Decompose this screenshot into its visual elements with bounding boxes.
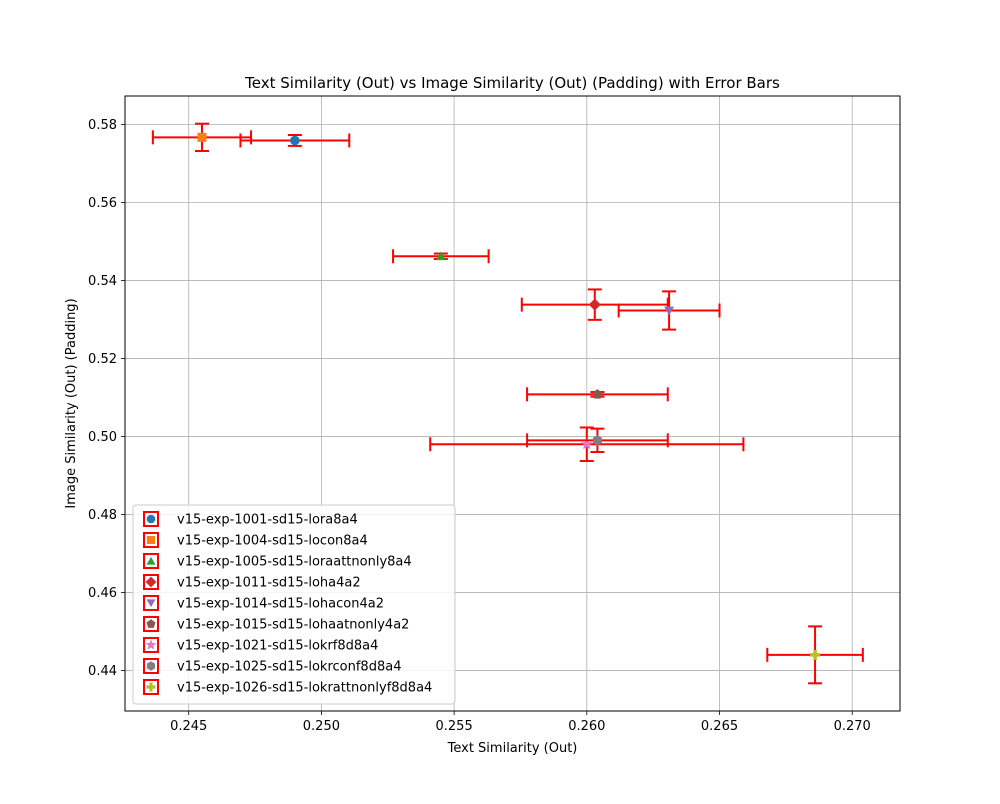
data-point xyxy=(592,435,602,446)
legend-swatch-frame xyxy=(143,532,159,548)
legend-box xyxy=(132,504,456,705)
x-tick-label: 0.255 xyxy=(436,719,473,734)
legend-swatch-frame xyxy=(143,616,159,632)
x-tick-label: 0.265 xyxy=(701,719,738,734)
x-tick-label: 0.260 xyxy=(568,719,605,734)
legend-label: v15-exp-1021-sd15-lokrf8d8a4 xyxy=(177,639,378,654)
x-tick-label: 0.270 xyxy=(834,719,871,734)
y-tick-label: 0.50 xyxy=(88,430,117,445)
series-point-group xyxy=(239,133,351,148)
legend-marker xyxy=(146,619,156,628)
legend-label: v15-exp-1004-sd15-locon8a4 xyxy=(177,534,368,549)
legend-swatch-frame xyxy=(143,658,159,674)
legend-marker xyxy=(146,682,156,692)
legend-marker xyxy=(146,535,156,545)
axis-ticks: 0.245 0.250 0.255 0.260 0.265 0.270 0.44 0.46 0.… xyxy=(88,118,871,734)
legend-marker xyxy=(145,639,157,650)
y-tick-label: 0.52 xyxy=(88,352,117,367)
legend-label: v15-exp-1005-sd15-loraattnonly8a4 xyxy=(177,555,412,570)
series-layer xyxy=(151,122,864,685)
y-tick-label: 0.46 xyxy=(88,586,117,601)
legend-label: v15-exp-1011-sd15-loha4a2 xyxy=(177,576,361,591)
y-tick-label: 0.58 xyxy=(88,118,117,133)
x-tick-label: 0.250 xyxy=(303,719,340,734)
legend-swatch-frame xyxy=(143,595,159,611)
legend-swatch-frame xyxy=(143,679,159,695)
series-point-group xyxy=(392,249,490,264)
series-point-group xyxy=(526,387,669,402)
x-axis-label: Text Similarity (Out) xyxy=(447,741,578,756)
y-tick-label: 0.54 xyxy=(88,274,117,289)
legend-marker xyxy=(145,576,157,588)
y-tick-label: 0.56 xyxy=(88,196,117,211)
y-tick-label: 0.48 xyxy=(88,508,117,523)
legend: v15-exp-1001-sd15-lora8a4 v15-exp-1004-sd… xyxy=(132,504,456,705)
legend-label: v15-exp-1026-sd15-lokrattnonlyf8d8a4 xyxy=(177,681,432,696)
legend-swatch-frame xyxy=(143,511,159,527)
legend-label: v15-exp-1014-sd15-lohacon4a2 xyxy=(177,597,384,612)
legend-swatch-frame xyxy=(143,553,159,569)
series-point-group xyxy=(526,427,669,454)
legend-label: v15-exp-1015-sd15-lohaatnonly4a2 xyxy=(177,618,409,633)
series-point-group xyxy=(151,122,253,152)
data-point xyxy=(580,438,593,450)
data-point xyxy=(197,132,207,142)
chart-title: Text Similarity (Out) vs Image Similarit… xyxy=(244,74,780,92)
y-axis-label: Image Similarity (Out) (Padding) xyxy=(64,298,79,508)
data-point xyxy=(588,298,601,311)
legend-swatch-frame xyxy=(143,574,159,590)
legend-swatch-frame xyxy=(143,637,159,653)
series-point-group xyxy=(617,290,721,331)
series-point-group xyxy=(429,426,745,463)
x-tick-label: 0.245 xyxy=(170,719,207,734)
legend-label: v15-exp-1025-sd15-lokrconf8d8a4 xyxy=(177,660,401,675)
data-point xyxy=(664,306,675,316)
series-point-group xyxy=(766,625,864,685)
data-point xyxy=(592,389,603,399)
legend-label: v15-exp-1001-sd15-lora8a4 xyxy=(177,513,358,528)
data-point xyxy=(810,649,821,660)
data-point xyxy=(435,251,446,261)
legend-marker xyxy=(146,599,156,608)
legend-marker xyxy=(146,661,156,671)
data-point xyxy=(290,135,300,146)
legend-marker xyxy=(146,556,156,565)
plot-frame xyxy=(124,95,901,712)
legend-marker xyxy=(146,514,156,524)
y-tick-label: 0.44 xyxy=(88,664,117,679)
